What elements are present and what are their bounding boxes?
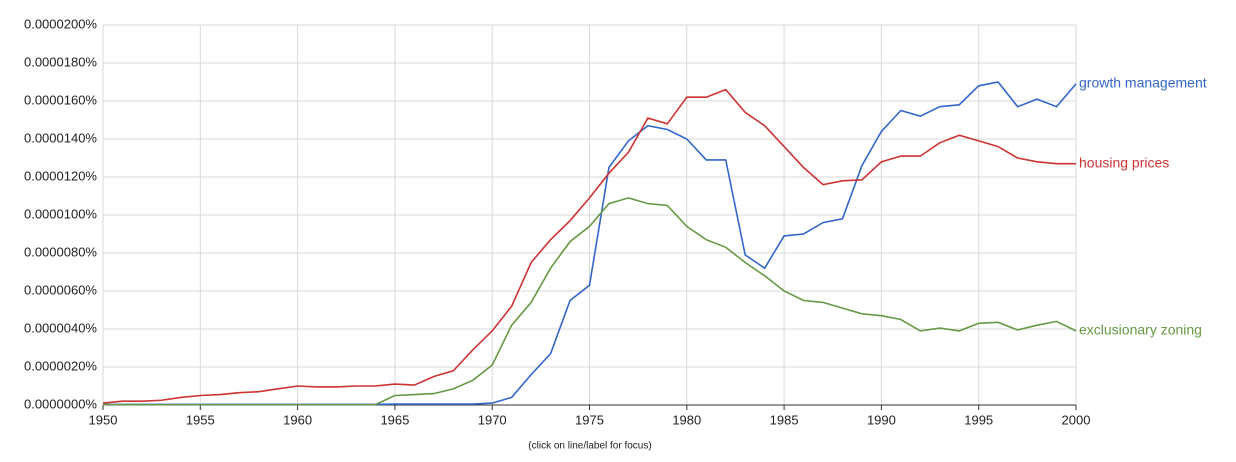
y-tick-label: 0.0000080% [24,244,97,259]
y-tick-label: 0.0000040% [24,320,97,335]
x-tick-label: 1975 [575,412,604,427]
y-tick-label: 0.0000120% [24,168,97,183]
focus-note: (click on line/label for focus) [528,441,651,452]
x-tick-label: 1970 [478,412,507,427]
y-tick-label: 0.0000200% [24,16,97,31]
x-tick-label: 1965 [380,412,409,427]
series-label[interactable]: exclusionary zoning [1079,322,1202,338]
y-tick-label: 0.0000180% [24,54,97,69]
x-tick-label: 1995 [964,412,993,427]
x-tick-label: 1960 [283,412,312,427]
y-tick-label: 0.0000020% [24,358,97,373]
x-tick-label: 1990 [867,412,896,427]
x-tick-label: 1955 [186,412,215,427]
series-line[interactable] [103,197,1077,406]
series-line[interactable] [102,88,1076,404]
y-tick-label: 0.0000000% [24,396,97,411]
x-tick-label: 1950 [89,412,118,427]
y-tick-label: 0.0000100% [24,206,97,221]
y-tick-label: 0.0000140% [24,130,97,145]
x-tick-label: 2000 [1062,412,1091,427]
y-tick-label: 0.0000160% [24,92,97,107]
x-tick-label: 1980 [672,412,701,427]
series-label[interactable]: housing prices [1079,154,1169,170]
y-tick-label: 0.0000060% [24,282,97,297]
x-tick-label: 1985 [770,412,799,427]
series-label[interactable]: growth management [1079,75,1207,91]
